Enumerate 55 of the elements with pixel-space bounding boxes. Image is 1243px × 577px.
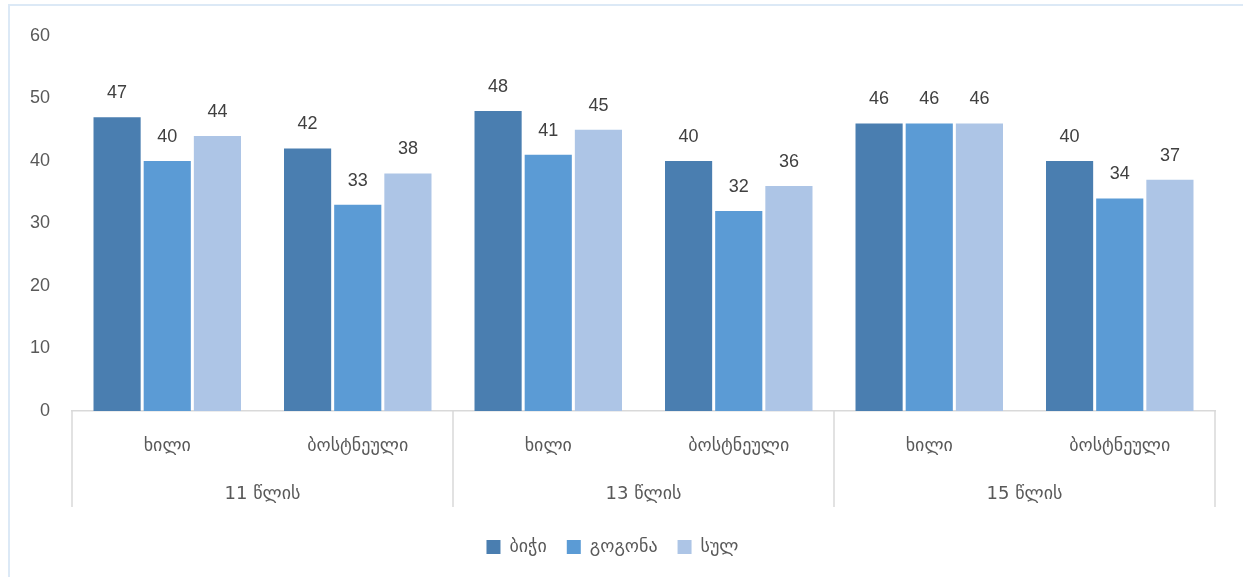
data-label: 42 — [297, 113, 318, 134]
bar — [955, 123, 1003, 411]
bar — [1096, 198, 1144, 411]
y-tick-label: 60 — [29, 24, 50, 45]
legend-label: სულ — [700, 534, 739, 556]
y-tick-label: 0 — [39, 399, 50, 420]
y-tick-label: 20 — [29, 274, 50, 295]
text: 13 წლის — [605, 481, 682, 503]
bar — [193, 136, 241, 411]
data-label: 46 — [919, 88, 940, 109]
data-label: 37 — [1159, 144, 1180, 165]
bar — [474, 111, 522, 411]
data-label: 44 — [207, 100, 228, 121]
x-tick-label: ბოსტნეული — [688, 434, 790, 456]
bar — [574, 129, 622, 411]
bar — [284, 148, 332, 411]
y-tick-label: 30 — [29, 212, 50, 233]
data-label: 41 — [538, 119, 559, 140]
data-label: 45 — [588, 94, 609, 115]
y-tick-label: 10 — [29, 337, 50, 358]
bar — [1146, 179, 1194, 411]
bar — [1046, 161, 1094, 411]
bar — [524, 154, 572, 411]
data-label: 47 — [107, 82, 128, 103]
bar — [334, 204, 382, 411]
x-tick-label: ბოსტნეული — [1069, 434, 1171, 456]
legend-label: ბიჭი — [509, 534, 547, 556]
data-label: 32 — [728, 175, 749, 196]
bar — [765, 186, 813, 411]
text: 15 წლის — [986, 481, 1063, 503]
text: 11 წლის — [224, 481, 301, 503]
data-label: 46 — [869, 88, 890, 109]
legend-label: გოგონა — [589, 534, 658, 556]
bar — [93, 117, 141, 411]
bar — [715, 211, 763, 411]
bar — [855, 123, 903, 411]
data-label: 40 — [157, 125, 178, 146]
data-label: 38 — [397, 138, 418, 159]
x-tick-label: ხილი — [143, 434, 191, 456]
y-tick-label: 50 — [29, 87, 50, 108]
bar — [384, 173, 432, 411]
bar — [665, 161, 713, 411]
bar — [143, 161, 191, 411]
y-tick-label: 40 — [29, 149, 50, 170]
data-label: 48 — [488, 75, 509, 96]
x-tick-label: ხილი — [905, 434, 953, 456]
data-label: 46 — [969, 88, 990, 109]
data-label: 36 — [778, 150, 799, 171]
data-label: 40 — [1059, 125, 1080, 146]
data-label: 40 — [678, 125, 699, 146]
x-tick-label: ბოსტნეული — [307, 434, 409, 456]
x-tick-label: ხილი — [524, 434, 572, 456]
bar — [905, 123, 953, 411]
data-label: 33 — [347, 169, 368, 190]
data-label: 34 — [1109, 163, 1130, 184]
